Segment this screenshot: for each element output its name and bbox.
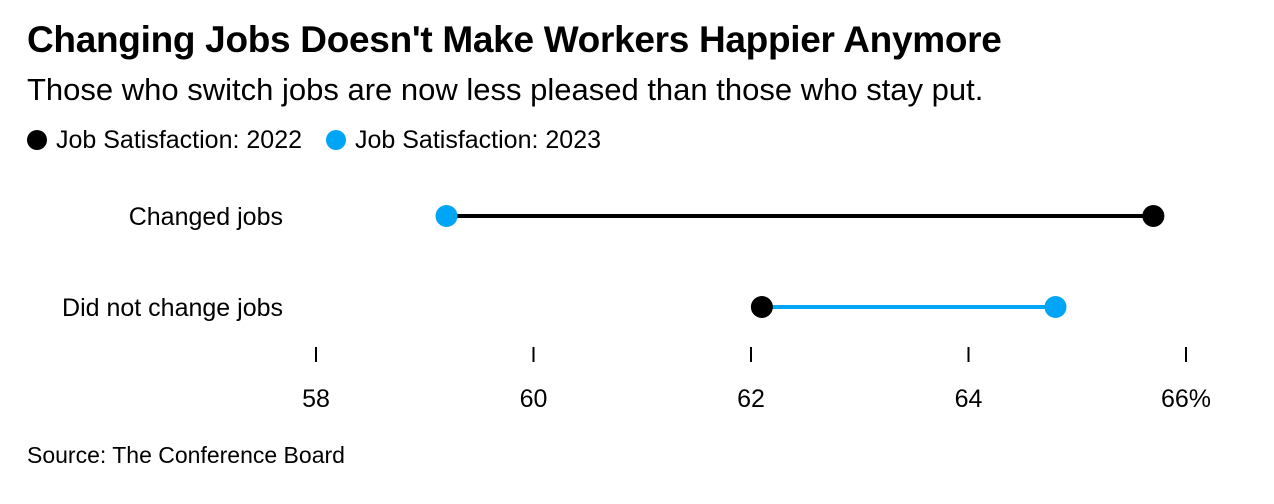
x-tick-label-58: 58 [302, 385, 330, 413]
dot-2023-changed-jobs [435, 205, 458, 227]
row-label-changed-jobs: Changed jobs [129, 203, 283, 231]
row-label-did-not-change-jobs: Did not change jobs [62, 294, 283, 322]
legend-swatch-2023 [326, 130, 346, 150]
source-note: Source: The Conference Board [27, 442, 345, 468]
chart-subtitle: Those who switch jobs are now less pleas… [27, 72, 984, 107]
legend-item-2022: Job Satisfaction: 2022 [27, 126, 302, 155]
dot-2022-did-not-change-jobs [750, 296, 773, 318]
dot-2023-did-not-change-jobs [1044, 296, 1067, 318]
dot-2022-changed-jobs [1142, 205, 1165, 227]
x-tick-label-66: 66% [1161, 385, 1211, 413]
legend: Job Satisfaction: 2022 Job Satisfaction:… [27, 121, 625, 159]
legend-swatch-2022 [27, 130, 47, 150]
legend-item-2023: Job Satisfaction: 2023 [326, 126, 601, 155]
x-tick-label-64: 64 [955, 385, 983, 413]
legend-label-2022: Job Satisfaction: 2022 [56, 125, 302, 154]
legend-label-2023: Job Satisfaction: 2023 [355, 125, 601, 154]
x-tick-label-62: 62 [737, 385, 765, 413]
x-tick-label-60: 60 [520, 385, 548, 413]
chart-title: Changing Jobs Doesn't Make Workers Happi… [27, 19, 1002, 60]
dumbbell-chart: Changed jobs Did not change jobs 58 60 62 64 6… [62, 203, 1211, 413]
